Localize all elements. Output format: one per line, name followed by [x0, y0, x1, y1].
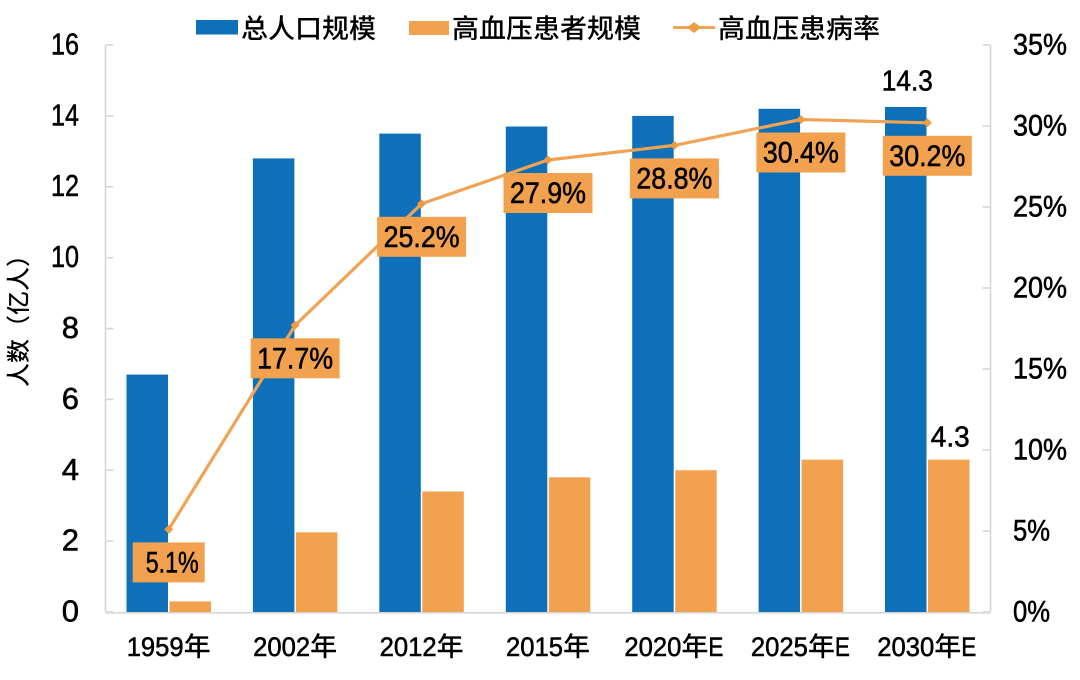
- svg-text:30.4%: 30.4%: [763, 137, 839, 170]
- svg-text:2020: 2020: [624, 632, 681, 662]
- svg-text:10: 10: [51, 239, 79, 274]
- svg-text:1959: 1959: [127, 632, 184, 662]
- svg-text:25.2%: 25.2%: [384, 221, 460, 254]
- svg-text:0: 0: [62, 594, 79, 629]
- svg-text:14: 14: [51, 97, 79, 132]
- svg-text:15%: 15%: [1013, 353, 1067, 386]
- svg-text:2002: 2002: [253, 632, 310, 662]
- svg-text:30%: 30%: [1013, 110, 1067, 143]
- svg-text:E: E: [708, 632, 723, 662]
- svg-text:2030: 2030: [877, 632, 934, 662]
- svg-text:5.1%: 5.1%: [146, 546, 199, 579]
- svg-text:8: 8: [62, 310, 79, 345]
- svg-text:28.8%: 28.8%: [636, 162, 712, 195]
- svg-text:2: 2: [62, 523, 79, 558]
- svg-text:5%: 5%: [1013, 515, 1050, 548]
- svg-text:E: E: [961, 632, 976, 662]
- svg-text:6: 6: [62, 381, 79, 416]
- svg-text:12: 12: [51, 168, 79, 203]
- svg-text:2025: 2025: [751, 632, 808, 662]
- svg-text:10%: 10%: [1013, 434, 1067, 467]
- svg-text:17.7%: 17.7%: [257, 342, 333, 375]
- svg-text:E: E: [835, 632, 850, 662]
- svg-text:4: 4: [62, 452, 79, 487]
- svg-text:35%: 35%: [1013, 29, 1067, 62]
- svg-text:2012: 2012: [380, 632, 437, 662]
- svg-text:16: 16: [51, 27, 79, 62]
- svg-text:14.3: 14.3: [882, 66, 933, 98]
- svg-text:2015: 2015: [506, 632, 563, 662]
- svg-text:25%: 25%: [1013, 191, 1067, 224]
- svg-text:4.3: 4.3: [931, 422, 970, 454]
- svg-text:27.9%: 27.9%: [510, 177, 586, 210]
- svg-text:30.2%: 30.2%: [889, 140, 965, 173]
- svg-text:0%: 0%: [1013, 596, 1050, 629]
- svg-text:20%: 20%: [1013, 272, 1067, 305]
